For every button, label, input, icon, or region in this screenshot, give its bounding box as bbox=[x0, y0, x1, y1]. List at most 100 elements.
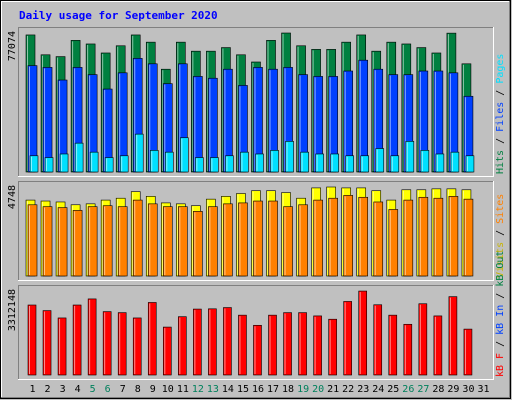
bar-kbf-day-5-face bbox=[87, 298, 97, 376]
bar-sites-day-3 bbox=[57, 207, 68, 277]
bar-kbf-day-9 bbox=[147, 302, 157, 376]
x-tick-label-14: 14 bbox=[222, 384, 234, 395]
x-tick-label-18: 18 bbox=[282, 384, 294, 395]
bar-sites-day-11-face bbox=[178, 206, 188, 277]
bar-pages-day-12-face bbox=[195, 157, 204, 173]
bar-sites-day-23 bbox=[358, 196, 369, 277]
bar-kbf-day-17-face bbox=[268, 314, 277, 376]
bar-sites-day-14-face bbox=[223, 203, 233, 277]
x-tick-label-29: 29 bbox=[447, 384, 459, 395]
bar-sites-day-21 bbox=[328, 197, 338, 277]
bar-pages-day-17 bbox=[270, 150, 279, 173]
bar-kbf-day-30 bbox=[463, 328, 473, 376]
bar-kbf-day-21 bbox=[328, 318, 337, 376]
bar-sites-day-11 bbox=[178, 206, 188, 277]
bar-sites-day-1-face bbox=[27, 204, 38, 277]
bar-sites-day-4 bbox=[72, 210, 83, 277]
bar-kbf-day-16 bbox=[253, 324, 262, 376]
bar-sites-day-5 bbox=[87, 206, 98, 277]
bar-sites-day-24 bbox=[373, 201, 384, 277]
panels-layer: 77074 Hits / Files / Pages 4748 Visits / Si… bbox=[7, 27, 506, 380]
bar-pages-day-22-face bbox=[345, 155, 354, 173]
legend-item-kbytes-0: kB F bbox=[495, 353, 506, 377]
bar-pages-day-12 bbox=[195, 157, 204, 173]
bar-kbf-day-6 bbox=[102, 311, 112, 376]
bar-kbf-day-18 bbox=[283, 312, 292, 376]
bar-sites-day-5-face bbox=[87, 206, 98, 277]
bar-pages-day-27-face bbox=[420, 150, 430, 173]
bar-kbf-day-3 bbox=[57, 317, 67, 376]
bar-pages-day-30-face bbox=[465, 155, 475, 173]
bar-pages-day-20-face bbox=[315, 153, 324, 173]
legend-item-hits-0: Hits bbox=[495, 150, 506, 174]
bar-sites-day-3-face bbox=[57, 207, 68, 277]
bar-sites-day-28 bbox=[433, 197, 444, 277]
bar-pages-day-11-face bbox=[180, 137, 189, 173]
bar-sites-day-19-face bbox=[298, 204, 308, 277]
bar-pages-day-13 bbox=[210, 157, 219, 173]
bar-pages-day-21 bbox=[330, 153, 339, 173]
x-tick-label-1: 1 bbox=[30, 384, 36, 395]
bar-pages-day-7 bbox=[119, 155, 129, 173]
bar-sites-day-9 bbox=[147, 203, 158, 277]
bar-pages-day-11 bbox=[180, 137, 189, 173]
bar-pages-day-29 bbox=[450, 151, 460, 173]
bar-kbf-day-24 bbox=[373, 304, 383, 376]
x-tick-label-22: 22 bbox=[342, 384, 354, 395]
x-tick-label-19: 19 bbox=[297, 384, 309, 395]
bar-sites-day-8 bbox=[132, 199, 143, 277]
bar-sites-day-28-face bbox=[433, 197, 444, 277]
bar-kbf-day-1-face bbox=[27, 304, 37, 376]
bar-kbf-day-16-face bbox=[253, 324, 262, 376]
bar-sites-day-16 bbox=[253, 200, 263, 277]
bar-sites-day-2 bbox=[42, 206, 53, 277]
x-axis-labels: 1 2 3 4 5 6 7 8 9 10 11 12 13 14 15 16 17 18 19 20 21 22 23 24 2… bbox=[30, 384, 490, 395]
bar-sites-day-15 bbox=[238, 202, 248, 277]
bar-pages-day-28-face bbox=[435, 153, 445, 173]
bar-pages-day-16 bbox=[255, 153, 264, 173]
bar-pages-day-8-face bbox=[134, 133, 144, 173]
bar-sites-day-26-face bbox=[403, 199, 414, 277]
bar-sites-day-24-face bbox=[373, 201, 384, 277]
bar-kbf-day-4 bbox=[72, 304, 82, 376]
bar-pages-day-24-face bbox=[375, 148, 385, 173]
bar-sites-day-13 bbox=[208, 206, 218, 277]
bar-sites-day-19 bbox=[298, 204, 308, 277]
bar-sites-day-29-face bbox=[448, 196, 459, 277]
bar-kbf-day-20 bbox=[313, 315, 322, 376]
bar-kbf-day-6-face bbox=[102, 311, 112, 376]
bar-kbf-day-8-face bbox=[132, 317, 142, 376]
legend-item-visits-2: Sites bbox=[495, 194, 506, 224]
bar-kbf-day-2 bbox=[42, 310, 52, 376]
bar-kbf-day-15 bbox=[238, 314, 247, 376]
bar-sites-day-7 bbox=[117, 206, 128, 277]
bar-kbf-day-19 bbox=[298, 312, 307, 376]
bar-pages-day-28 bbox=[435, 153, 445, 173]
bar-sites-day-2-face bbox=[42, 206, 53, 277]
bar-pages-day-15-face bbox=[240, 151, 249, 173]
x-tick-label-9: 9 bbox=[150, 384, 156, 395]
bar-pages-day-29-face bbox=[450, 151, 460, 173]
bar-pages-day-1-face bbox=[29, 155, 39, 173]
bar-sites-day-6-face bbox=[102, 205, 113, 277]
bar-pages-day-5-face bbox=[89, 151, 99, 173]
bar-pages-day-22 bbox=[345, 155, 354, 173]
bar-sites-day-22-face bbox=[343, 195, 353, 277]
bar-sites-day-25-face bbox=[388, 209, 399, 277]
bar-kbf-day-12-face bbox=[193, 308, 202, 376]
bar-kbf-day-8 bbox=[132, 317, 142, 376]
bar-sites-day-10-face bbox=[162, 206, 173, 277]
legend-item-hits-2: Files bbox=[495, 102, 506, 132]
panel-hits-legend: Hits / Files / Pages bbox=[495, 54, 506, 174]
bar-sites-day-27 bbox=[418, 196, 429, 277]
bar-files-day-23 bbox=[358, 59, 369, 173]
bar-pages-day-16-face bbox=[255, 153, 264, 173]
bar-pages-day-4 bbox=[74, 142, 84, 173]
x-tick-label-3: 3 bbox=[60, 384, 66, 395]
bar-kbf-day-25-face bbox=[388, 314, 398, 376]
bar-kbf-day-20-face bbox=[313, 315, 322, 376]
bar-pages-day-20 bbox=[315, 153, 324, 173]
x-tick-label-30: 30 bbox=[462, 384, 474, 395]
bar-pages-day-9 bbox=[149, 150, 159, 173]
